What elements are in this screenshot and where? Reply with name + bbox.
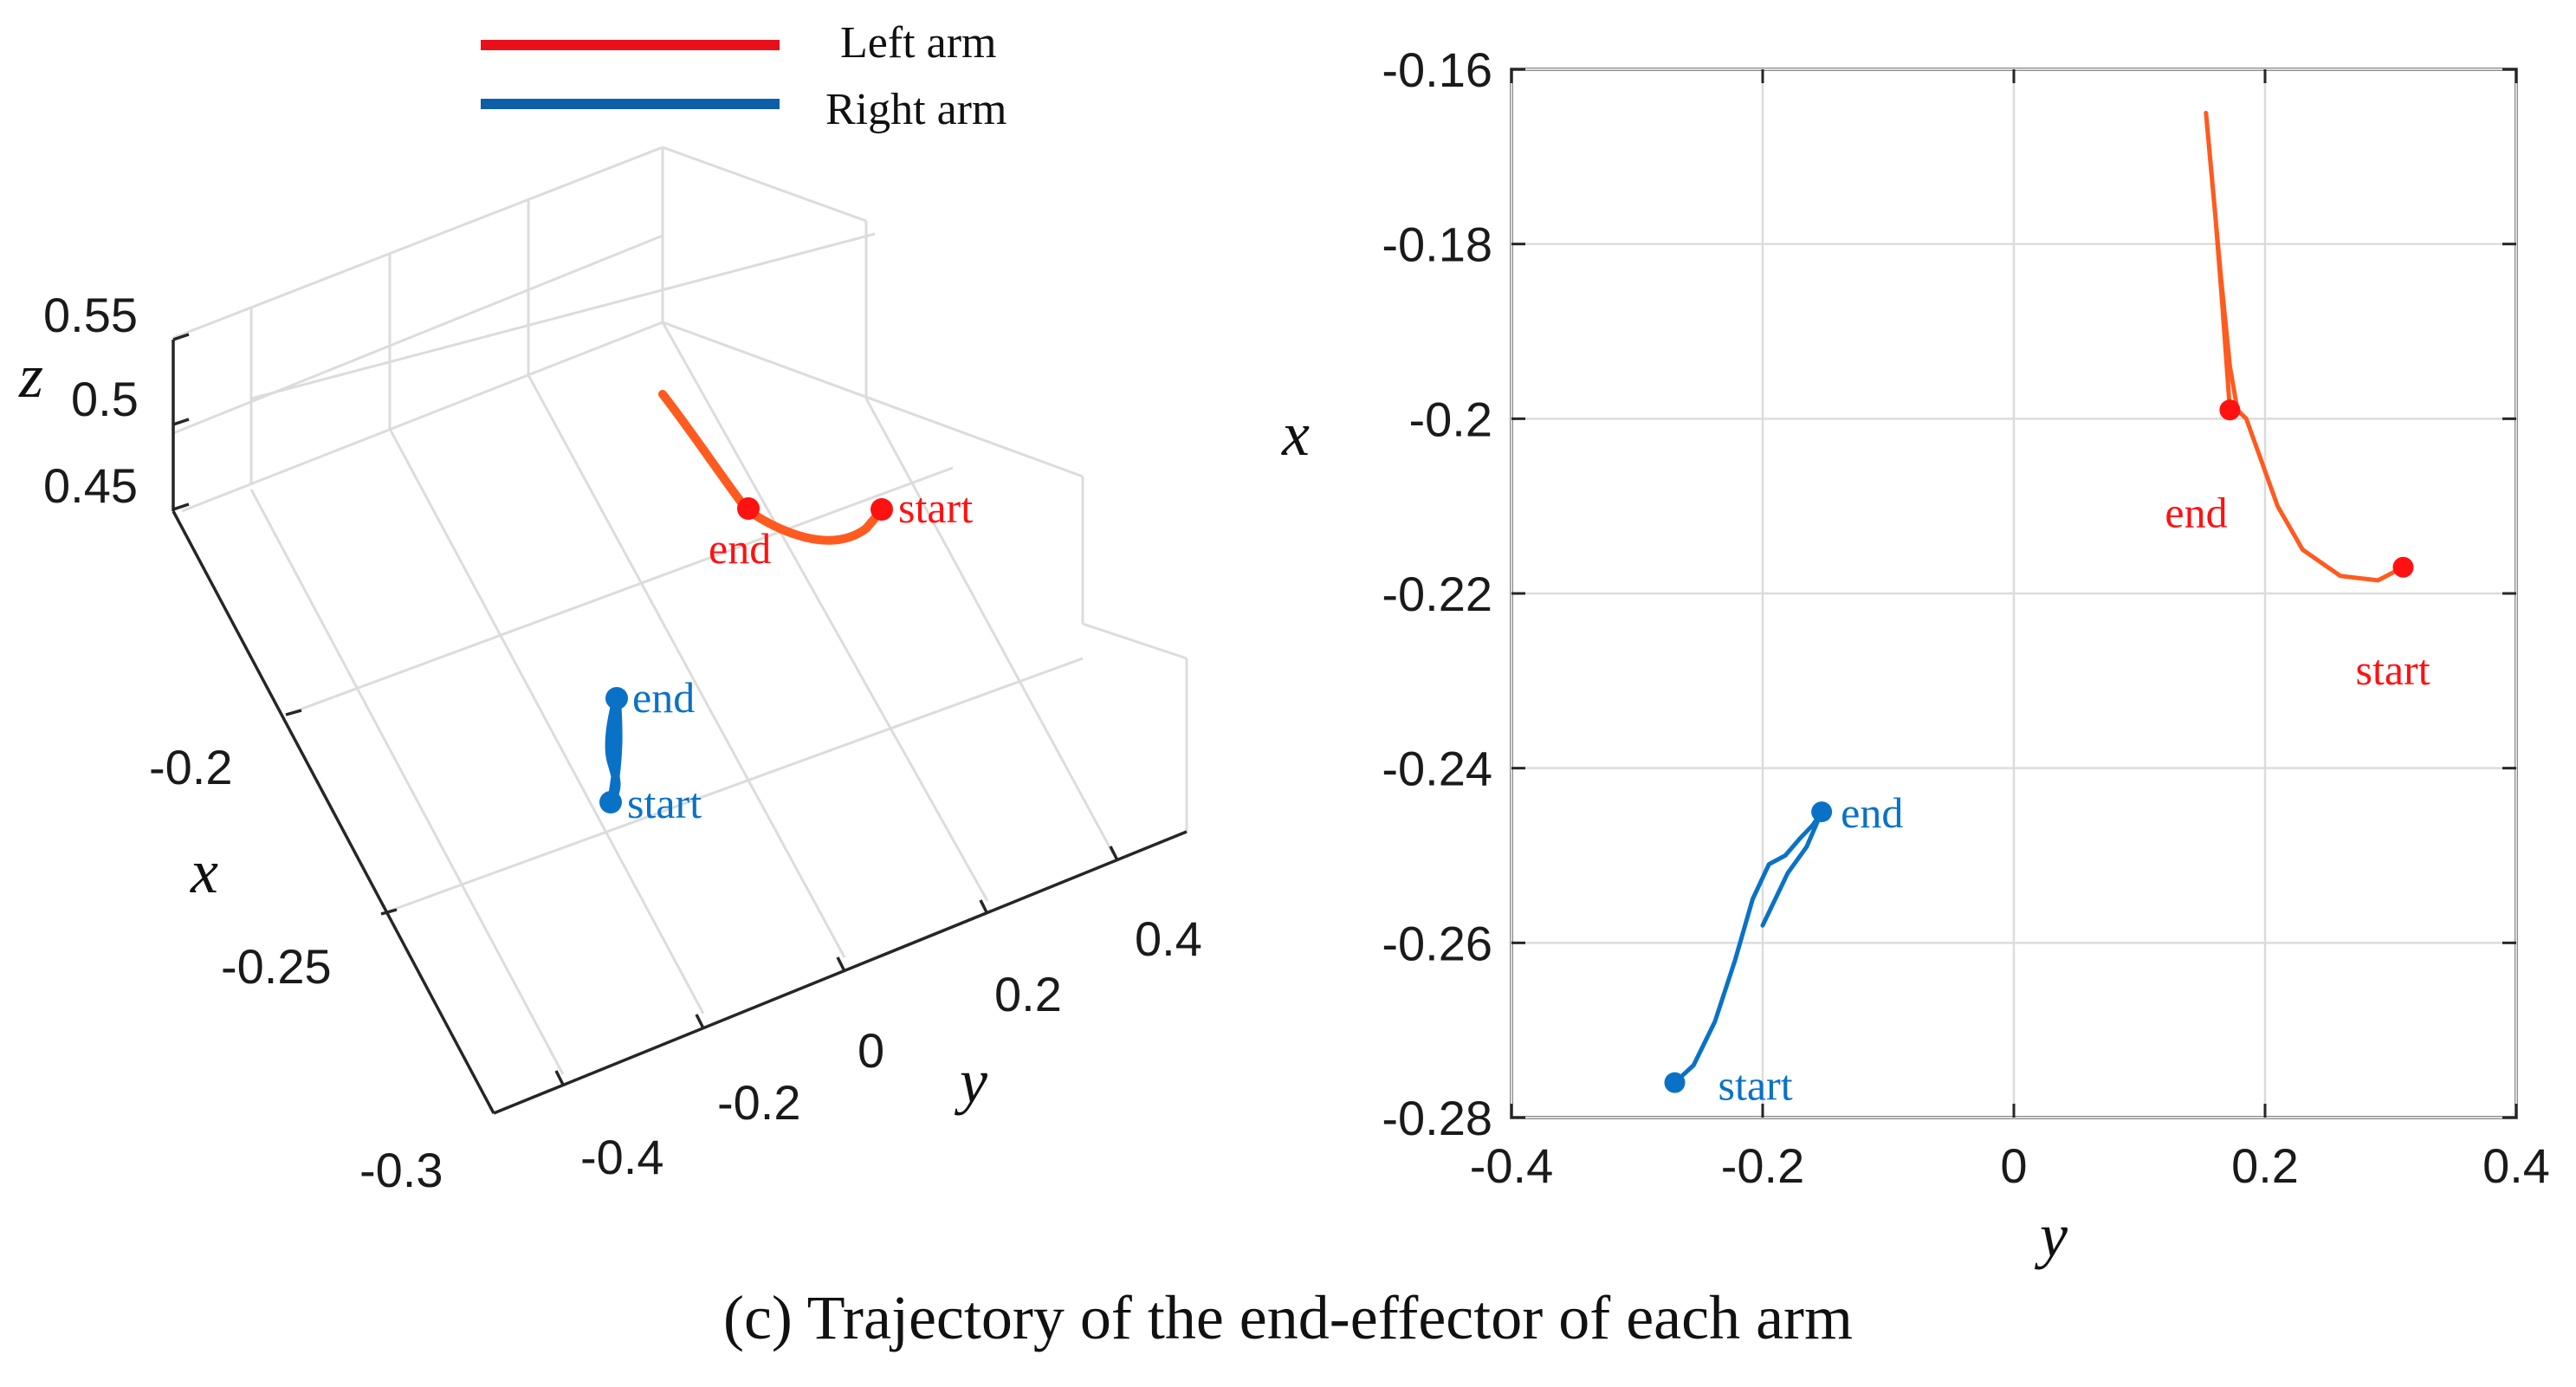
grid-line (249, 489, 565, 1075)
left-arm-start-label-3d: start (898, 483, 973, 532)
y-tick-mark (979, 899, 989, 915)
grid-line (527, 374, 846, 958)
legend: Left arm Right arm (481, 18, 1006, 134)
right-arm-start-label-3d: start (627, 779, 702, 827)
legend-label-right-arm: Right arm (825, 85, 1006, 134)
grid-line (662, 146, 867, 223)
x-tick-label-2d: 0 (2000, 1138, 2027, 1193)
x-axis-label: x (190, 837, 218, 906)
z-tick-label: 0.5 (71, 372, 139, 426)
y-tick-mark (695, 1014, 705, 1029)
y-tick-label: -0.2 (717, 1075, 801, 1130)
grid-line (380, 657, 1084, 916)
series-line-right-arm (1673, 809, 1824, 1086)
z-tick-mark (172, 418, 190, 426)
x-tick-label-2d: -0.4 (1470, 1138, 1554, 1193)
plot-2d-grid (1510, 68, 2518, 1119)
y-tick-label: -0.4 (580, 1130, 664, 1184)
y-axis-line (493, 830, 1188, 1115)
z-tick-mark (172, 333, 190, 341)
y-tick-label: 0 (858, 1023, 884, 1078)
plot-2d: -0.4 -0.2 0 0.2 0.4 -0.16 -0.18 -0.2 -0.22 -0.24 -… (1281, 42, 2550, 1270)
right-arm-end-marker (1811, 801, 1833, 823)
y-tick-label-2d: -0.22 (1382, 567, 1492, 621)
plot-3d-tick-labels: 0.55 0.5 0.45 -0.2 -0.25 -0.3 -0.4 -0.2 … (43, 288, 1202, 1197)
left-arm-end-label: end (2165, 488, 2227, 536)
y-tick-label: 0.4 (1135, 911, 1202, 966)
legend-label-left-arm: Left arm (840, 18, 996, 68)
x-axis-label-2d: y (2034, 1201, 2068, 1270)
y-tick-label-2d: -0.24 (1382, 742, 1492, 796)
left-arm-end-marker (2219, 399, 2241, 421)
y-tick-mark (1109, 846, 1119, 861)
y-axis-label: y (954, 1047, 987, 1116)
x-tick-label: -0.3 (359, 1143, 443, 1197)
plot-3d-axes (172, 333, 1188, 1115)
y-tick-label-2d: -0.2 (1409, 392, 1493, 446)
right-arm-start-label: start (1718, 1061, 1793, 1110)
plot-3d-grid (172, 146, 1188, 1075)
right-arm-end-marker-3d (605, 687, 628, 710)
y-tick-label-2d: -0.26 (1382, 916, 1492, 970)
right-arm-start-marker-3d (599, 791, 622, 813)
y-tick-label-2d: -0.16 (1382, 42, 1492, 97)
grid-line (662, 321, 1084, 478)
left-arm-end-marker-3d (737, 497, 760, 520)
left-arm-end-label-3d: end (709, 524, 771, 573)
plot-3d: 0.55 0.5 0.45 -0.2 -0.25 -0.3 -0.4 -0.2 … (18, 146, 1202, 1197)
x-tick-label-2d: -0.2 (1721, 1138, 1805, 1193)
x-tick-mark (285, 709, 302, 716)
right-arm-end-label: end (1841, 788, 1903, 837)
z-axis-label: z (18, 341, 43, 411)
x-axis-line (172, 510, 495, 1114)
left-arm-trajectory-3d (658, 390, 888, 545)
left-arm-start-marker-3d (871, 498, 893, 521)
y-tick-mark (836, 956, 846, 972)
right-arm-end-label-3d: end (632, 673, 695, 722)
x-tick-label: -0.25 (221, 939, 332, 994)
figure-caption: (c) Trajectory of the end-effector of ea… (723, 1283, 1853, 1352)
plot-2d-series: start end start end (1664, 110, 2430, 1110)
x-tick-label: -0.2 (149, 740, 233, 794)
z-tick-label: 0.55 (43, 288, 138, 342)
y-tick-label: 0.2 (994, 967, 1062, 1021)
y-tick-label-2d: -0.28 (1382, 1091, 1492, 1145)
z-tick-mark (172, 502, 190, 511)
grid-line (250, 232, 876, 400)
y-tick-label-2d: -0.18 (1382, 217, 1492, 272)
right-arm-trajectory-3d (605, 694, 623, 806)
grid-line (1082, 622, 1188, 660)
grid-line (172, 234, 663, 435)
grid-line (172, 146, 663, 340)
x-tick-label-2d: 0.2 (2231, 1138, 2299, 1193)
x-tick-label-2d: 0.4 (2482, 1138, 2550, 1193)
z-tick-label: 0.45 (43, 458, 138, 513)
series-line-left-arm (2204, 110, 2405, 583)
plot-2d-ticks: -0.4 -0.2 0 0.2 0.4 -0.16 -0.18 -0.2 -0.22 -0.24 -… (1382, 42, 2550, 1193)
left-arm-start-label: start (2356, 645, 2430, 694)
y-tick-mark (554, 1070, 565, 1086)
grid-line (388, 428, 705, 1014)
right-arm-start-marker (1664, 1072, 1686, 1093)
left-arm-start-marker (2392, 556, 2414, 578)
x-tick-mark (380, 908, 398, 916)
grid-line (864, 398, 1115, 854)
grid-line (661, 321, 989, 902)
grid-line (285, 466, 954, 716)
y-axis-label-2d: x (1281, 399, 1310, 469)
grid-line (181, 321, 663, 513)
